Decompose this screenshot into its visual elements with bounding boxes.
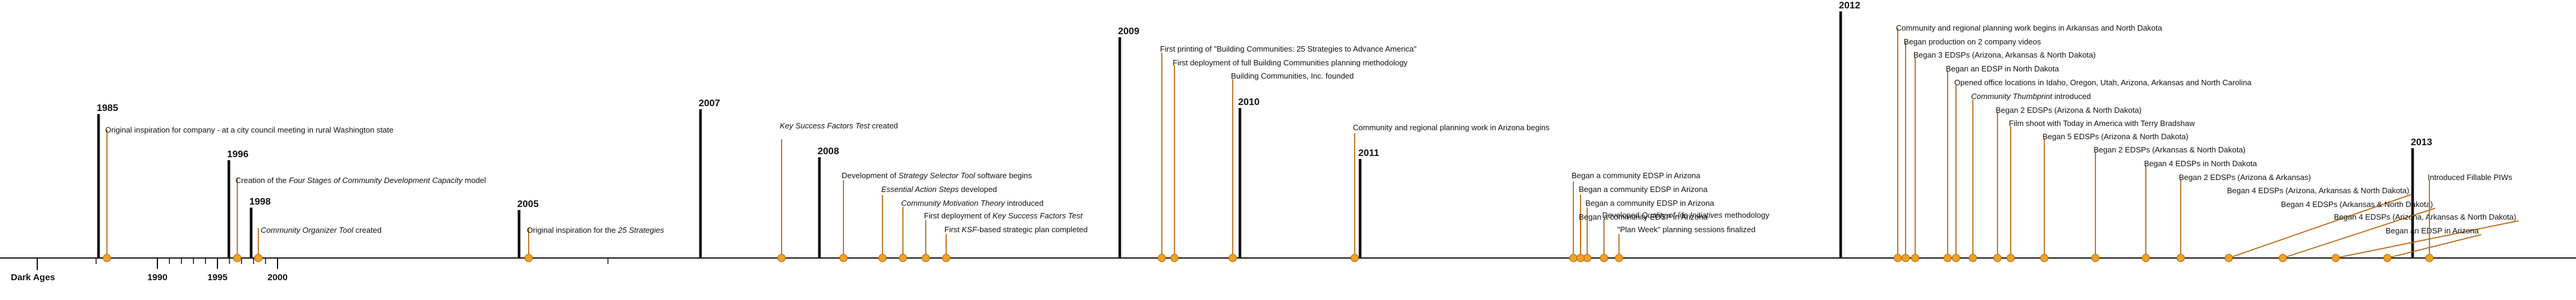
event-dot[interactable]	[1911, 254, 1919, 262]
event-label: Began an EDSP in North Dakota	[1946, 64, 2059, 73]
event-dot[interactable]	[2040, 254, 2049, 262]
event-label: Community Thumbprint introduced	[1971, 92, 2091, 101]
year-label: 2008	[818, 146, 839, 157]
event-label: First printing of "Building Communities:…	[1160, 44, 1417, 53]
event-label: Began a community EDSP in Arizona	[1572, 171, 1701, 180]
event-dot[interactable]	[2091, 254, 2100, 262]
event-label: Began 2 EDSPs (Arkansas & North Dakota)	[2094, 145, 2246, 154]
event-dot[interactable]	[2383, 254, 2392, 262]
event-dot[interactable]	[1993, 254, 2002, 262]
event-label: Key Success Factors Test created	[780, 121, 898, 130]
event-dot[interactable]	[942, 254, 950, 262]
event-label: Began 4 EDSPs (Arizona, Arkansas & North…	[2227, 186, 2409, 195]
event-label: Began 4 EDSPs (Arkansas & North Dakota)	[2281, 200, 2433, 209]
event-dot[interactable]	[2142, 254, 2150, 262]
event-label: First deployment of Key Success Factors …	[924, 211, 1083, 220]
event-label: Development of Strategy Selector Tool so…	[842, 171, 1032, 180]
event-dot[interactable]	[1943, 254, 1952, 262]
event-dot[interactable]	[2331, 254, 2340, 262]
event-dot[interactable]	[2006, 254, 2015, 262]
event-label: Began a community EDSP in Arizona	[1579, 185, 1708, 194]
event-label: Began 2 EDSPs (Arizona & North Dakota)	[1996, 106, 2142, 115]
event-dot[interactable]	[1158, 254, 1166, 262]
event-label: Began production on 2 company videos	[1904, 37, 2041, 46]
event-dot[interactable]	[1894, 254, 1902, 262]
event-label: Developed Quality-of-life Initiatives me…	[1602, 211, 1770, 220]
year-label: 2007	[699, 98, 720, 109]
event-label: First KSF-based strategic plan completed	[944, 225, 1087, 234]
event-label: Community Motivation Theory introduced	[901, 199, 1043, 208]
event-label: Creation of the Four Stages of Community…	[235, 176, 486, 185]
event-label: Opened office locations in Idaho, Oregon…	[1954, 78, 2252, 87]
event-dot[interactable]	[1901, 254, 1910, 262]
event-dot[interactable]	[233, 254, 242, 262]
event-label: Original inspiration for the 25 Strategi…	[527, 226, 664, 235]
axis-label: Dark Ages	[11, 272, 55, 283]
event-stem	[2282, 208, 2436, 259]
event-label: Began a community EDSP in Arizona	[1579, 212, 1708, 221]
event-label: Introduced Fillable PIWs	[2428, 173, 2512, 182]
event-stem	[2228, 194, 2412, 259]
event-dot[interactable]	[839, 254, 848, 262]
event-dot[interactable]	[2425, 254, 2434, 262]
event-label: Began 3 EDSPs (Arizona, Arkansas & North…	[1913, 50, 2095, 59]
event-dot[interactable]	[254, 254, 263, 262]
event-dot[interactable]	[2177, 254, 2185, 262]
event-dot[interactable]	[1576, 254, 1585, 262]
year-label: 1996	[227, 149, 249, 160]
event-dot[interactable]	[1615, 254, 1623, 262]
axis-label: 1990	[147, 272, 167, 283]
event-label: Began 4 EDSPs (Arizona, Arkansas & North…	[2334, 212, 2516, 221]
year-label: 2011	[1358, 148, 1379, 158]
event-dot[interactable]	[777, 254, 786, 262]
year-label: 2005	[517, 199, 539, 209]
event-dot[interactable]	[1229, 254, 1237, 262]
event-stem	[2387, 234, 2482, 259]
event-dot[interactable]	[922, 254, 930, 262]
year-label: 1985	[97, 103, 118, 113]
axis-label: 2000	[267, 272, 287, 283]
event-dot[interactable]	[1170, 254, 1179, 262]
event-dot[interactable]	[524, 254, 533, 262]
event-label: Film shoot with Today in America with Te…	[2009, 119, 2195, 128]
event-label: Building Communities, Inc. founded	[1231, 71, 1354, 80]
event-dot[interactable]	[1600, 254, 1608, 262]
event-dot[interactable]	[1569, 254, 1578, 262]
year-label: 2010	[1238, 97, 1260, 107]
event-label: Began 5 EDSPs (Arizona & North Dakota)	[2043, 132, 2189, 141]
event-label: Original inspiration for company - at a …	[105, 125, 393, 134]
axis-label: 1995	[207, 272, 227, 283]
event-dot[interactable]	[103, 254, 111, 262]
event-label: Community and regional planning work in …	[1353, 123, 1550, 132]
event-label: Essential Action Steps developed	[881, 185, 997, 194]
event-label: Community Organizer Tool created	[261, 226, 381, 235]
event-dot[interactable]	[2279, 254, 2287, 262]
event-stem	[2335, 220, 2519, 259]
event-dot[interactable]	[878, 254, 887, 262]
event-dot[interactable]	[1350, 254, 1359, 262]
year-label: 1998	[249, 197, 271, 207]
year-label: 2012	[1839, 1, 1861, 11]
event-dot[interactable]	[1952, 254, 1960, 262]
event-label: Began a community EDSP in Arizona	[1585, 199, 1715, 208]
event-dot[interactable]	[899, 254, 907, 262]
year-label: 2009	[1118, 26, 1140, 37]
event-label: Began 2 EDSPs (Arizona & Arkansas)	[2179, 173, 2311, 182]
year-label: 2013	[2411, 137, 2432, 148]
event-label: "Plan Week" planning sessions finalized	[1617, 225, 1755, 234]
event-label: First deployment of full Building Commun…	[1173, 58, 1408, 67]
event-dot[interactable]	[1969, 254, 1977, 262]
event-label: Community and regional planning work beg…	[1896, 23, 2163, 32]
event-dot[interactable]	[2225, 254, 2233, 262]
event-label: Began 4 EDSPs in North Dakota	[2144, 159, 2258, 168]
event-label: Began an EDSP in Arizona	[2386, 226, 2479, 235]
